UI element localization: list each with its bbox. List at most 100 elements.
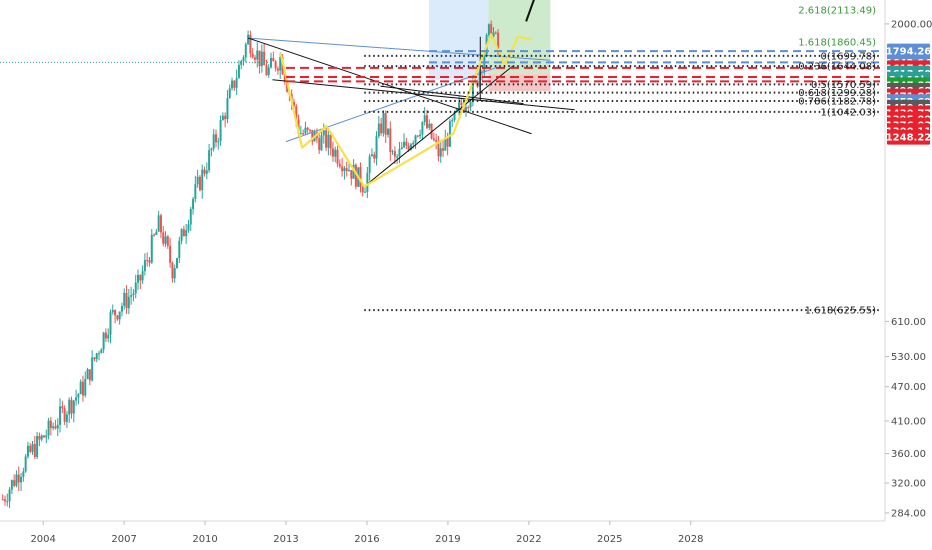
candle-body bbox=[22, 471, 25, 477]
candle-body bbox=[143, 260, 146, 272]
price-badge bbox=[887, 43, 930, 59]
candle-body bbox=[467, 107, 470, 109]
candle-body bbox=[109, 312, 112, 335]
candle-body bbox=[297, 119, 300, 134]
y-tick-label: 470.00 bbox=[891, 382, 926, 393]
candle-body bbox=[166, 236, 169, 246]
harmonic-pattern-line bbox=[279, 32, 532, 188]
candle-body bbox=[63, 408, 66, 422]
candle-body bbox=[425, 115, 428, 128]
candle-body bbox=[341, 166, 344, 172]
candle-body bbox=[91, 357, 94, 381]
candle-body bbox=[155, 231, 158, 235]
fib-label: 2.618(2113.49) bbox=[798, 6, 876, 17]
candle-body bbox=[380, 123, 383, 134]
candle-body bbox=[185, 230, 188, 237]
candle-body bbox=[373, 154, 376, 159]
candle-body bbox=[81, 381, 84, 396]
candle-body bbox=[59, 406, 62, 425]
candle-body bbox=[134, 282, 137, 294]
candle-body bbox=[3, 499, 6, 502]
candle-body bbox=[458, 102, 461, 109]
candle-body bbox=[435, 139, 438, 142]
candle-body bbox=[483, 55, 486, 73]
blue-channel-line bbox=[285, 67, 497, 143]
candle-body bbox=[309, 129, 312, 131]
candle-body bbox=[31, 444, 34, 452]
candle-body bbox=[54, 426, 57, 429]
candle-body bbox=[386, 128, 389, 135]
candle-body bbox=[118, 311, 121, 320]
candle-body bbox=[10, 480, 13, 490]
candle-body bbox=[68, 399, 71, 415]
candle-body bbox=[403, 141, 406, 148]
candle-body bbox=[38, 436, 41, 440]
candle-body bbox=[203, 169, 206, 174]
candle-body bbox=[384, 113, 387, 135]
y-tick-label: 610.00 bbox=[891, 317, 926, 328]
candle-body bbox=[400, 147, 403, 150]
candle-body bbox=[150, 234, 153, 263]
candle-body bbox=[497, 32, 500, 50]
candle-body bbox=[389, 128, 392, 152]
candle-body bbox=[446, 138, 449, 147]
candle-body bbox=[331, 148, 334, 157]
candle-body bbox=[75, 397, 78, 401]
candle-body bbox=[228, 88, 231, 99]
candle-body bbox=[299, 133, 302, 135]
y-tick-label: 410.00 bbox=[891, 416, 926, 427]
candle-body bbox=[336, 149, 339, 164]
candle-body bbox=[430, 123, 433, 139]
candle-body bbox=[453, 111, 456, 121]
red-stop-zone bbox=[488, 74, 551, 91]
candle-body bbox=[412, 142, 415, 145]
candle-body bbox=[409, 144, 412, 150]
x-tick-label: 2007 bbox=[111, 534, 136, 545]
x-tick-label: 2025 bbox=[597, 534, 622, 545]
fib-label: 1(1042.03) bbox=[820, 107, 876, 118]
candle-body bbox=[217, 141, 220, 143]
candle-body bbox=[423, 115, 426, 122]
candle-body bbox=[361, 187, 364, 193]
candle-body bbox=[487, 24, 490, 35]
candle-body bbox=[127, 296, 130, 309]
candle-body bbox=[237, 64, 240, 79]
candle-body bbox=[137, 274, 140, 283]
fib-label: 0.236(1644.08) bbox=[798, 62, 876, 73]
candle-body bbox=[159, 215, 162, 233]
candle-body bbox=[249, 34, 252, 54]
candle-body bbox=[364, 191, 367, 193]
candle-body bbox=[247, 34, 250, 45]
candle-body bbox=[17, 474, 20, 483]
candle-body bbox=[65, 414, 68, 422]
candle-body bbox=[49, 420, 52, 429]
candle-body bbox=[36, 436, 39, 457]
candle-body bbox=[439, 148, 442, 157]
candle-body bbox=[235, 78, 238, 88]
candle-body bbox=[432, 138, 435, 140]
candle-body bbox=[88, 369, 91, 381]
candle-body bbox=[107, 334, 110, 339]
candle-body bbox=[421, 121, 424, 135]
candle-body bbox=[343, 168, 346, 172]
x-tick-label: 2004 bbox=[30, 534, 55, 545]
candle-body bbox=[377, 123, 380, 137]
candle-body bbox=[306, 127, 309, 130]
candle-body bbox=[61, 406, 64, 409]
candle-body bbox=[13, 480, 16, 486]
candle-body bbox=[29, 445, 32, 452]
candle-body bbox=[178, 240, 181, 259]
candle-body bbox=[490, 24, 493, 37]
candle-body bbox=[419, 134, 422, 137]
candle-body bbox=[251, 53, 254, 58]
candle-body bbox=[322, 130, 325, 136]
candle-body bbox=[338, 163, 341, 167]
candle-body bbox=[267, 67, 270, 76]
fib-label: 0.618(1299.28) bbox=[798, 88, 876, 99]
candle-body bbox=[286, 81, 289, 92]
candle-body bbox=[70, 399, 73, 414]
candle-body bbox=[141, 271, 144, 281]
candle-body bbox=[201, 169, 204, 191]
candle-body bbox=[40, 435, 43, 440]
x-tick-label: 2019 bbox=[435, 534, 460, 545]
